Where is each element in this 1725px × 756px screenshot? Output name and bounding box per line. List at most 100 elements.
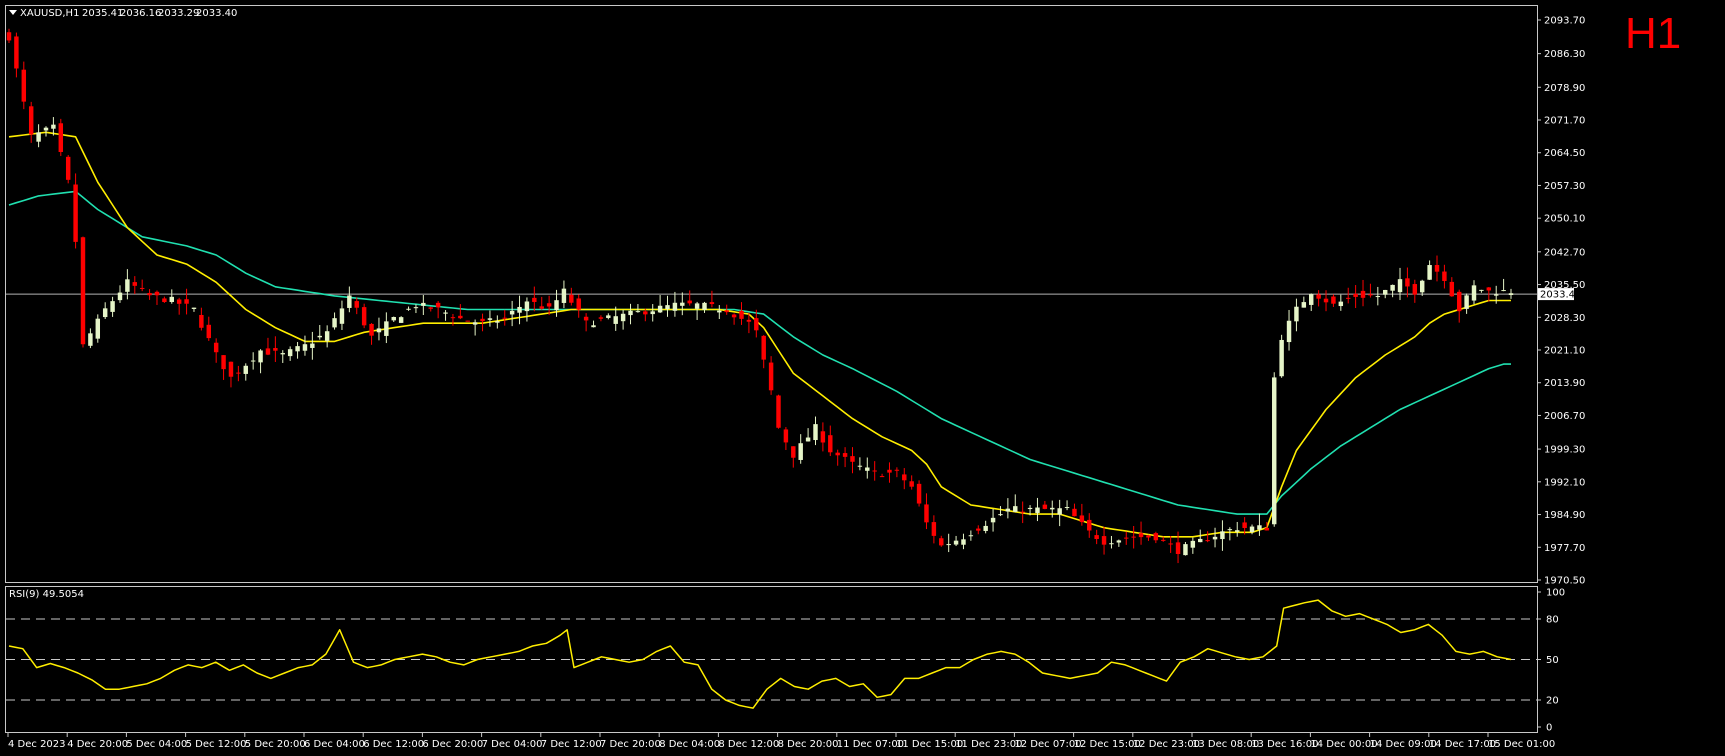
rsi-tick-label: 80: [1546, 615, 1559, 626]
candle: [472, 319, 478, 336]
candle-body-bull: [1190, 540, 1196, 548]
time-tick-label: 14 Dec 17:00: [1429, 739, 1496, 750]
candle: [517, 295, 522, 325]
candle: [73, 173, 78, 249]
candle-body-bull: [1050, 507, 1055, 510]
candle: [931, 515, 937, 544]
candle-body-bear: [65, 156, 71, 180]
candle: [339, 300, 345, 330]
candle: [591, 320, 596, 328]
candle: [687, 290, 692, 306]
candle-body-bull: [1005, 508, 1011, 512]
candle-body-bear: [835, 452, 840, 456]
candle-body-bull: [487, 318, 493, 320]
candle: [1153, 531, 1159, 544]
time-tick-label: 4 Dec 20:00: [67, 739, 128, 750]
candle-body-bull: [117, 292, 123, 301]
candle-body-bear: [21, 69, 27, 102]
candle: [1220, 520, 1225, 551]
candle-body-bear: [931, 522, 937, 536]
candle-body-bear: [1020, 511, 1025, 513]
candle: [65, 155, 71, 184]
candle-body-bear: [139, 287, 145, 289]
candle: [1131, 526, 1136, 549]
candle-body-bull: [258, 350, 263, 363]
chart-menu-triangle-icon[interactable]: [9, 10, 17, 15]
candle: [1368, 283, 1373, 298]
candle-body-bull: [287, 349, 293, 357]
candlestick-series: [6, 28, 1514, 564]
candle-body-bull: [295, 346, 300, 352]
candle: [1242, 517, 1247, 535]
candle: [569, 287, 574, 306]
candle: [1360, 279, 1366, 307]
candle: [1449, 277, 1455, 297]
candle-body-bull: [384, 321, 389, 336]
candle-body-bear: [361, 307, 367, 326]
candle: [1390, 284, 1395, 298]
price-tick-label: 2013.90: [1544, 378, 1585, 389]
candle-body-bear: [583, 316, 589, 321]
candle: [236, 365, 241, 382]
candle-body-bear: [1242, 522, 1247, 528]
candle: [1323, 290, 1329, 312]
candle: [968, 530, 974, 541]
candle-body-bear: [731, 314, 737, 318]
candle-body-bear: [783, 429, 789, 443]
candle-body-bull: [1309, 294, 1314, 305]
main-panel[interactable]: 2093.70 2086.30 2078.90 2071.70 2064.50 2057.…: [5, 5, 1682, 587]
candle: [998, 506, 1003, 517]
candle-body-bear: [894, 469, 900, 471]
candle: [731, 313, 737, 325]
time-tick-label: 4 Dec 2023: [8, 739, 66, 750]
candle: [1042, 501, 1048, 510]
candle: [916, 480, 922, 507]
candle-body-bear: [1146, 535, 1151, 538]
price-tick-label: 2057.30: [1544, 181, 1585, 192]
rsi-panel[interactable]: 100 80 50 20 0 RSI(9) 49.5054: [5, 586, 1566, 734]
price-tick-label: 1970.50: [1544, 576, 1585, 587]
ma-fast-line: [8, 131, 1511, 538]
time-tick-label: 12 Dec 07:00: [1014, 739, 1081, 750]
candle: [1301, 296, 1307, 308]
candle-body-bull: [1464, 295, 1469, 309]
candle-body-bull: [1249, 526, 1255, 533]
candle-body-bull: [310, 343, 315, 348]
candle: [1013, 494, 1018, 513]
candle-body-bear: [820, 431, 826, 443]
candle-body-bear: [213, 342, 219, 353]
candle: [694, 301, 700, 320]
candle-body-bear: [428, 307, 433, 309]
candle: [524, 297, 530, 322]
candle-body-bear: [887, 469, 892, 473]
price-tick-label: 1992.10: [1544, 477, 1585, 488]
candle: [162, 296, 167, 303]
moving-average-slow: [8, 190, 1511, 515]
candle: [154, 290, 160, 305]
candle: [842, 447, 848, 468]
candle: [480, 313, 485, 332]
candle: [828, 425, 833, 457]
candle-body-bear: [450, 317, 456, 319]
price-tick-label: 2064.50: [1544, 148, 1585, 159]
candle-body-bull: [953, 540, 959, 545]
candle-body-bear: [739, 310, 744, 319]
candle-body-bear: [687, 300, 692, 304]
candle-body-bull: [391, 317, 396, 321]
candle-body-bull: [43, 127, 49, 131]
candle: [1434, 255, 1440, 282]
candle: [1508, 288, 1514, 299]
candle: [258, 349, 263, 374]
time-tick-label: 15 Dec 01:00: [1488, 739, 1555, 750]
candle: [1286, 309, 1292, 351]
candle-body-bear: [1094, 535, 1099, 540]
candle-body-bear: [1072, 508, 1077, 517]
candle-body-bear: [265, 348, 271, 355]
candle-body-bear: [1449, 281, 1455, 297]
candle-body-bull: [102, 308, 108, 318]
candle-body-bull: [1390, 284, 1395, 291]
candle: [317, 325, 322, 340]
price-tick-label: 2086.30: [1544, 49, 1585, 60]
candle-body-bear: [1316, 294, 1321, 299]
candle-body-bull: [1220, 531, 1225, 540]
